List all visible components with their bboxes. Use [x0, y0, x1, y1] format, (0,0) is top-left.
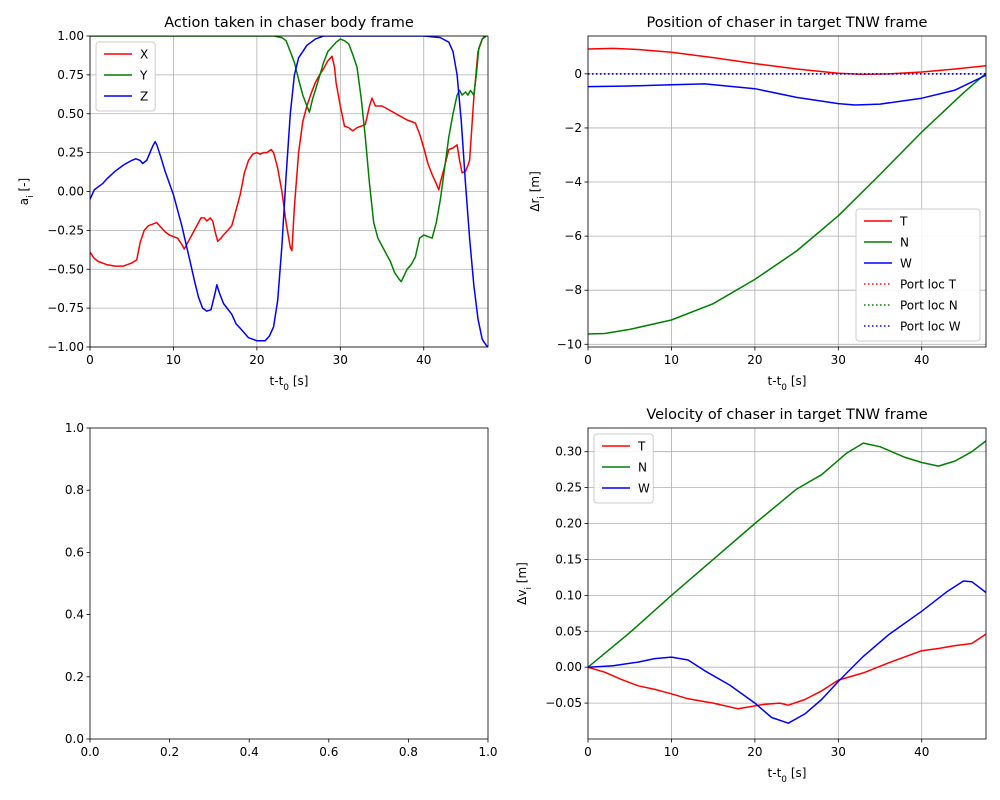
- series-position-w: [588, 74, 986, 106]
- y-tick-label: 0.0: [65, 732, 84, 746]
- legend-label: N: [900, 236, 909, 250]
- y-tick-label: −0.05: [545, 696, 582, 710]
- x-tick-label: 0: [584, 745, 592, 759]
- legend-label: Port loc W: [900, 320, 961, 334]
- y-tick-label: 0.4: [65, 608, 84, 622]
- x-tick-label: 40: [416, 353, 431, 367]
- legend-box: [593, 433, 654, 504]
- x-tick-label: 0.8: [399, 745, 418, 759]
- y-tick-label: 0.6: [65, 545, 84, 559]
- y-tick-label: −2: [564, 121, 582, 135]
- y-tick-label: 0.50: [57, 107, 84, 121]
- y-tick-label: −0.50: [47, 262, 84, 276]
- legend-label: Z: [140, 90, 148, 104]
- y-tick-label: 0.00: [555, 660, 582, 674]
- x-tick-label: 40: [914, 745, 929, 759]
- y-tick-label: −10: [557, 337, 582, 351]
- chart-action: 0 10 20 30 40 −1.00 −0.75 −0.50 −0.25 0.00 0.25 0.5…: [17, 15, 489, 393]
- legend-label: T: [637, 440, 646, 454]
- y-tick-label: 0.2: [65, 670, 84, 684]
- y-tick-label: −0.25: [47, 223, 84, 237]
- x-tick-label: 0: [584, 353, 592, 367]
- x-tick-label: 30: [333, 353, 348, 367]
- y-tick-label: −8: [564, 283, 582, 297]
- y-tick-label: 0.30: [555, 445, 582, 459]
- x-tick-label: 30: [831, 745, 846, 759]
- y-tick-label: 0.05: [555, 624, 582, 638]
- legend-label: W: [900, 257, 912, 271]
- series-action-z: [90, 36, 488, 347]
- y-tick-label: 0.25: [555, 481, 582, 495]
- chart-title: Velocity of chaser in target TNW frame: [646, 407, 927, 423]
- x-tick-label: 40: [914, 353, 929, 367]
- chart-position: 0 10 20 30 40 −10 −8 −6 −4 −2 0 Position of chaser …: [528, 15, 987, 393]
- y-tick-label: 0.25: [57, 146, 84, 160]
- legend-label: T: [899, 215, 908, 229]
- x-tick-label: 20: [249, 353, 264, 367]
- plot-frame-empty: [89, 427, 489, 740]
- x-axis-label: t-t0 [s]: [270, 374, 309, 393]
- x-tick-label: 0.6: [319, 745, 338, 759]
- x-tick-label: 10: [166, 353, 181, 367]
- legend-action: XYZ: [95, 41, 156, 112]
- legend-position: TNW Port loc T Port loc N Port loc W: [855, 208, 981, 342]
- x-axis-label: t-t0 [s]: [768, 766, 807, 785]
- legend-label: N: [638, 461, 647, 475]
- x-tick-label: 0.4: [240, 745, 259, 759]
- chart-title: Position of chaser in target TNW frame: [647, 15, 928, 31]
- y-axis-label: Δri [m]: [528, 171, 547, 212]
- y-axis-label: Δvi [m]: [515, 562, 534, 605]
- x-tick-label: 0: [86, 353, 94, 367]
- legend-label: W: [638, 482, 650, 496]
- y-tick-label: 0.10: [555, 588, 582, 602]
- grid-velocity: [587, 428, 986, 739]
- series-position-t: [588, 47, 986, 76]
- series-velocity-n: [588, 440, 986, 668]
- legend-label: Y: [139, 69, 148, 83]
- y-tick-label: 0: [574, 67, 582, 81]
- legend-label: Port loc T: [900, 278, 957, 292]
- series-velocity-w: [588, 580, 986, 724]
- y-tick-label: 0.00: [57, 185, 84, 199]
- chart-empty: 0.0 0.2 0.4 0.6 0.8 1.0 0.0 0.2 0.4 0.6 0.8 1.0: [65, 421, 498, 759]
- y-tick-label: 1.00: [57, 29, 84, 43]
- y-tick-label: 0.15: [555, 552, 582, 566]
- y-tick-label: −4: [564, 175, 582, 189]
- x-tick-label: 10: [664, 353, 679, 367]
- legend-label: Port loc N: [900, 299, 958, 313]
- x-axis-label: t-t0 [s]: [768, 374, 807, 393]
- legend-label: X: [140, 48, 148, 62]
- chart-title: Action taken in chaser body frame: [164, 15, 414, 31]
- plot-frame-position: [587, 35, 987, 348]
- plot-frame-velocity: [587, 427, 987, 740]
- series-velocity-t: [588, 633, 986, 710]
- y-tick-label: 1.0: [65, 421, 84, 435]
- series-action-x: [90, 36, 486, 267]
- y-tick-label: −0.75: [47, 301, 84, 315]
- x-tick-label: 20: [747, 353, 762, 367]
- x-tick-label: 30: [831, 353, 846, 367]
- series-position-n: [588, 72, 986, 335]
- y-axis-label: ai [-]: [17, 178, 36, 205]
- legend-velocity: TNW: [593, 433, 654, 504]
- y-tick-label: −6: [564, 229, 582, 243]
- legend-box: [95, 41, 156, 112]
- x-tick-label: 20: [747, 745, 762, 759]
- x-tick-label: 0.2: [160, 745, 179, 759]
- chart-velocity: 0 10 20 30 40 −0.05 0.00 0.05 0.10 0.15 0.20 0.25 0.…: [515, 407, 987, 785]
- x-tick-label: 1.0: [478, 745, 497, 759]
- y-tick-label: 0.75: [57, 68, 84, 82]
- y-tick-label: 0.20: [555, 517, 582, 531]
- x-tick-label: 10: [664, 745, 679, 759]
- y-tick-label: 0.8: [65, 483, 84, 497]
- y-tick-label: −1.00: [47, 340, 84, 354]
- x-tick-label: 0.0: [80, 745, 99, 759]
